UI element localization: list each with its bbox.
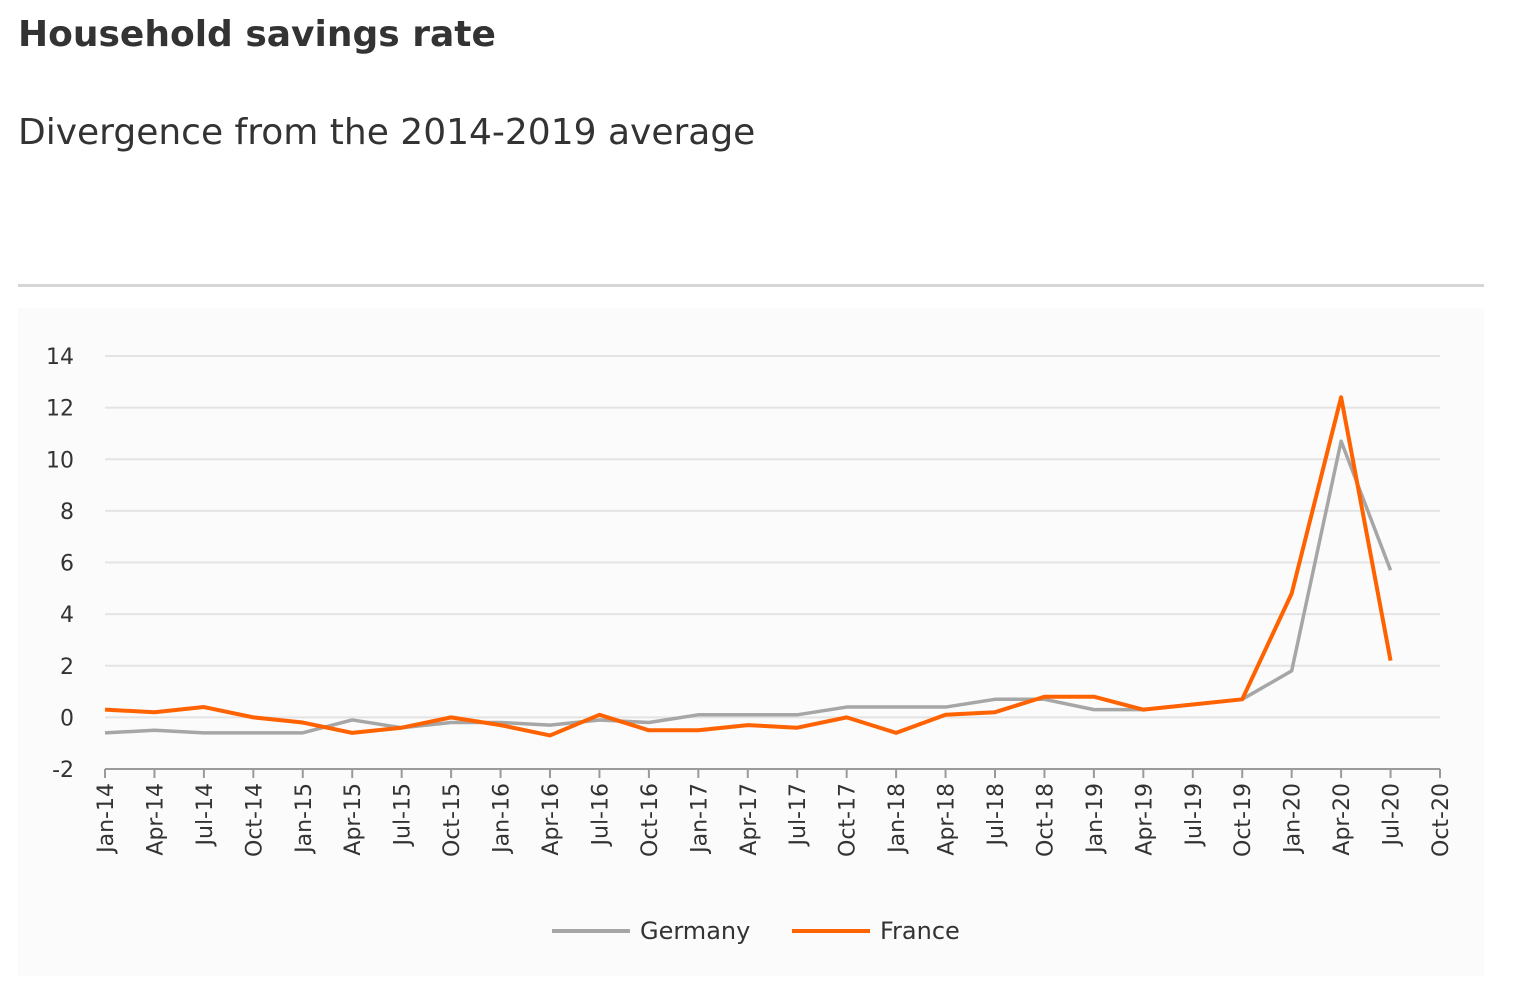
x-tick-label: Oct-16 <box>638 783 663 857</box>
x-tick-label: Apr-18 <box>935 783 960 856</box>
x-tick-label: Apr-20 <box>1330 783 1355 856</box>
series-lines <box>104 395 1393 738</box>
grid-lines <box>105 355 1440 719</box>
x-tick-label: Apr-19 <box>1132 783 1157 856</box>
x-tick-label: Apr-14 <box>143 783 168 856</box>
series-line-france <box>104 395 1393 738</box>
x-tick-label: Jan-19 <box>1083 783 1108 855</box>
chart-title: Household savings rate <box>18 14 496 55</box>
x-tick-label: Apr-15 <box>341 783 366 856</box>
title-divider <box>18 284 1484 287</box>
x-tick-label: Oct-15 <box>440 783 465 857</box>
y-tick-label: 8 <box>60 500 74 525</box>
y-tick-label: 12 <box>46 397 74 422</box>
x-tick-label: Oct-14 <box>242 783 267 857</box>
x-tick-label: Jan-18 <box>885 783 910 855</box>
x-tick-label: Jul-17 <box>786 783 811 847</box>
x-tick-label: Jul-18 <box>984 783 1009 847</box>
chart-panel <box>18 308 1484 976</box>
x-tick-label: Oct-19 <box>1231 783 1256 857</box>
series-line-germany <box>104 439 1393 735</box>
y-tick-label: 2 <box>60 655 74 680</box>
x-tick-label: Jul-14 <box>193 783 218 847</box>
legend: Germany France <box>552 917 960 945</box>
x-tick-label: Jul-20 <box>1380 783 1405 847</box>
x-tick-label: Jan-20 <box>1281 783 1306 855</box>
x-tick-label: Apr-17 <box>737 783 762 856</box>
x-tick-label: Oct-18 <box>1033 783 1058 857</box>
x-tick-label: Oct-17 <box>836 783 861 857</box>
y-tick-label: 14 <box>46 345 74 370</box>
x-tick-label: Jul-15 <box>391 783 416 847</box>
x-tick-label: Oct-20 <box>1429 783 1454 857</box>
x-tick-label: Jan-16 <box>490 783 515 855</box>
legend-label: France <box>880 917 960 945</box>
y-tick-label: 0 <box>60 706 74 731</box>
y-tick-label: 10 <box>46 448 74 473</box>
y-tick-label: 4 <box>60 603 74 628</box>
x-tick-label: Jan-15 <box>292 783 317 855</box>
chart-subtitle: Divergence from the 2014-2019 average <box>18 112 756 153</box>
x-axis: Jan-14 Apr-14 Jul-14 Oct-14 Jan-15 Apr-15 Jul-… <box>94 768 1454 857</box>
x-tick-label: Apr-16 <box>539 783 564 856</box>
x-tick-label: Jul-16 <box>588 783 613 847</box>
legend-label: Germany <box>640 917 750 945</box>
y-axis: -2 0 2 4 6 8 10 12 14 <box>46 345 74 783</box>
y-tick-label: 6 <box>60 552 74 577</box>
x-tick-label: Jan-17 <box>687 783 712 855</box>
y-tick-label: -2 <box>52 758 74 783</box>
x-tick-label: Jul-19 <box>1182 783 1207 847</box>
x-tick-label: Jan-14 <box>94 783 119 855</box>
